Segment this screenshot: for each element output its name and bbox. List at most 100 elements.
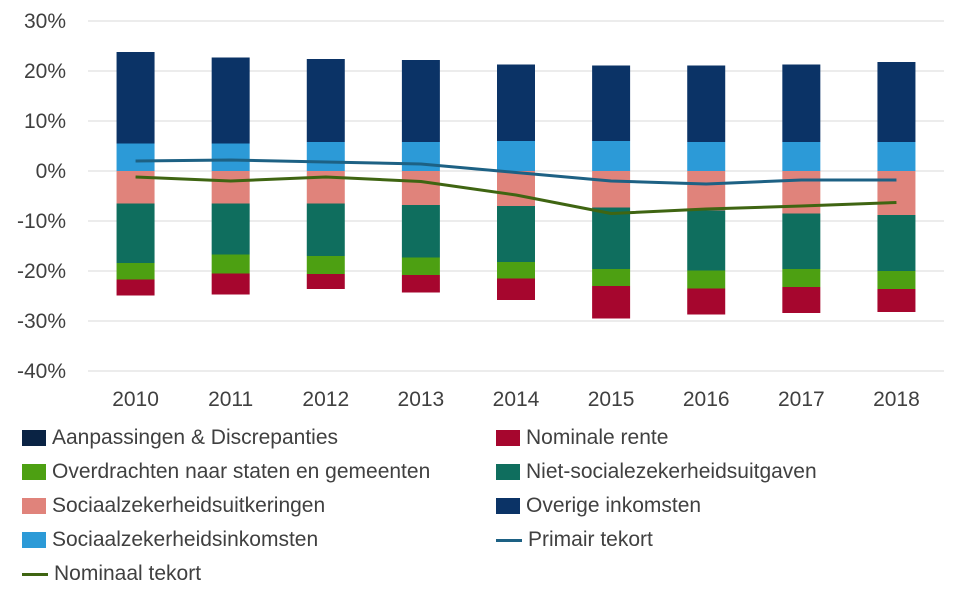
bar-segment (211, 143, 250, 171)
bar-segment (687, 65, 726, 142)
series-line (135, 175, 897, 215)
bar-segment (687, 288, 726, 315)
legend-item-overdrachten: Overdrachten naar staten en gemeenten (22, 456, 430, 488)
bar-segment (211, 57, 250, 144)
legend-swatch (496, 464, 520, 480)
bar-segment (497, 278, 535, 300)
bar-segment (116, 171, 155, 204)
x-tick-label: 2013 (398, 388, 445, 411)
legend-label: Nominale rente (526, 426, 669, 449)
legend-swatch (496, 430, 520, 446)
y-tick-label: -10% (17, 210, 66, 233)
legend-item-niet-socialezekerheidsuitgaven: Niet-socialezekerheidsuitgaven (496, 456, 817, 488)
legend-label: Aanpassingen & Discrepanties (52, 426, 339, 449)
bar-segment (497, 141, 535, 171)
bar-segment (211, 171, 250, 204)
legend-item-primair-tekort: Primair tekort (496, 524, 653, 556)
line-series (135, 158, 897, 215)
y-tick-label: -30% (17, 310, 66, 333)
legend-item-sociaalzekerheidsuitkeringen: Sociaalzekerheidsuitkeringen (22, 490, 325, 522)
x-tick-label: 2010 (112, 388, 159, 411)
bar-segment (687, 270, 726, 289)
x-tick-label: 2015 (588, 388, 635, 411)
x-tick-label: 2011 (208, 388, 253, 411)
legend-label: Overige inkomsten (526, 494, 702, 517)
x-axis-ticks: 2010 2011 2012 2013 2014 2015 2016 2017 2018 (112, 388, 920, 411)
y-tick-label: -40% (17, 360, 66, 383)
bar-segment (877, 271, 916, 289)
bar-segment (116, 203, 155, 263)
legend-swatch (22, 430, 46, 446)
legend-item-sociaalzekerheidsinkomsten: Sociaalzekerheidsinkomsten (22, 524, 318, 556)
y-tick-label: 10% (24, 110, 66, 133)
bar-segment (877, 171, 916, 215)
y-tick-label: 0% (36, 160, 66, 183)
bar-stacks (116, 52, 916, 319)
bar-segment (592, 171, 631, 208)
bar-segment (782, 142, 821, 171)
bar-segment (497, 206, 535, 262)
chart-canvas: 30% 20% 10% 0% -10% -20% -30% -40% 2010 2011 2012… (17, 10, 944, 411)
bar-segment (592, 65, 631, 141)
bar-segment (877, 215, 916, 271)
legend-item-aanpassingen: Aanpassingen & Discrepanties (22, 422, 338, 454)
legend-item-overige-inkomsten: Overige inkomsten (496, 490, 701, 522)
legend-swatch (22, 464, 46, 480)
legend-label: Overdrachten naar staten en gemeenten (52, 460, 431, 483)
bar-segment (401, 60, 440, 142)
bar-segment (116, 263, 155, 280)
bar-segment (401, 205, 440, 258)
legend-swatch (22, 532, 46, 548)
y-tick-label: -20% (17, 260, 66, 283)
bar-segment (592, 141, 631, 171)
x-tick-label: 2018 (873, 388, 920, 411)
bar-segment (687, 210, 726, 271)
legend-swatch (496, 498, 520, 514)
legend-item-nominale-rente: Nominale rente (496, 422, 668, 454)
bar-segment (306, 142, 345, 171)
x-tick-label: 2014 (493, 388, 540, 411)
bar-segment (497, 64, 535, 141)
bar-segment (877, 289, 916, 312)
legend-label: Sociaalzekerheidsinkomsten (52, 528, 319, 551)
legend-item-nominaal-tekort: Nominaal tekort (22, 558, 201, 590)
legend-label: Niet-socialezekerheidsuitgaven (526, 460, 817, 483)
bar-segment (306, 274, 345, 289)
series-line (135, 158, 897, 186)
bar-segment (211, 203, 250, 255)
bar-segment (782, 269, 821, 287)
bar-segment (116, 279, 155, 296)
bar-segment (211, 254, 250, 274)
bar-segment (401, 275, 440, 293)
x-tick-label: 2016 (683, 388, 730, 411)
bar-segment (782, 213, 821, 269)
bar-segment (782, 287, 821, 313)
bar-segment (306, 256, 345, 274)
legend-line (22, 572, 48, 576)
bar-segment (592, 269, 631, 286)
bar-segment (497, 262, 535, 279)
x-tick-label: 2012 (302, 388, 349, 411)
bar-segment (116, 52, 155, 144)
bar-segment (116, 143, 155, 171)
legend-label: Primair tekort (528, 528, 653, 551)
bar-segment (497, 171, 535, 206)
bar-segment (401, 257, 440, 275)
bar-segment (401, 171, 440, 205)
legend-line (496, 538, 522, 542)
bar-segment (782, 64, 821, 142)
legend-swatch (22, 498, 46, 514)
bar-segment (877, 142, 916, 171)
bar-segment (687, 142, 726, 171)
bar-segment (306, 59, 345, 142)
legend-label: Sociaalzekerheidsuitkeringen (52, 494, 326, 517)
y-axis-ticks: 30% 20% 10% 0% -10% -20% -30% -40% (17, 10, 66, 383)
y-tick-label: 30% (24, 10, 66, 33)
bar-segment (592, 207, 631, 269)
bar-segment (211, 273, 250, 295)
y-tick-label: 20% (24, 60, 66, 83)
bar-segment (306, 203, 345, 256)
x-tick-label: 2017 (778, 388, 825, 411)
bar-segment (687, 171, 726, 211)
legend-label: Nominaal tekort (54, 562, 202, 585)
